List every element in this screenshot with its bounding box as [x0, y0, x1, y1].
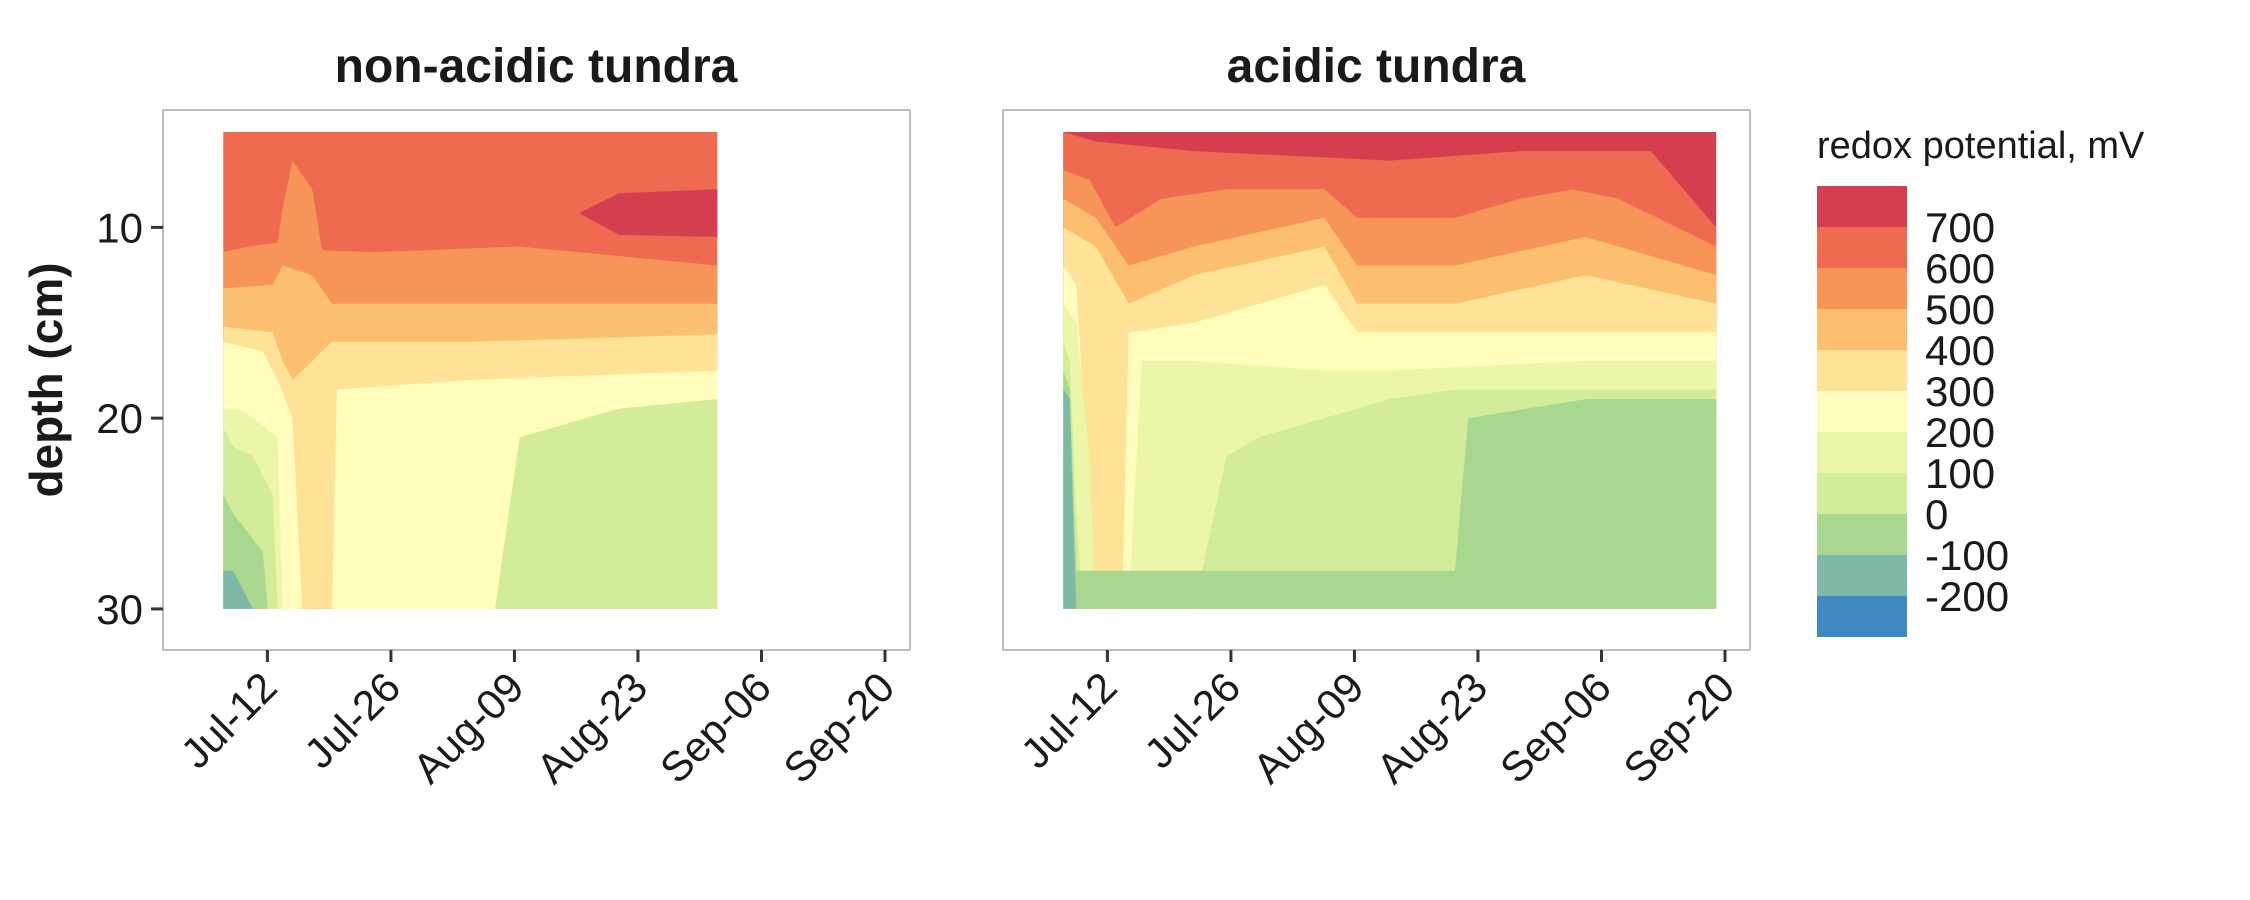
legend-label: -100: [1925, 532, 2009, 579]
x-tick-label: Aug-23: [1367, 663, 1496, 792]
legend-label: 200: [1925, 409, 1995, 456]
y-tick-label: 30: [96, 586, 143, 633]
panel-title: acidic tundra: [1227, 40, 1526, 93]
legend: redox potential, mV 70060050040030020010…: [1817, 125, 2145, 637]
panel-title: non-acidic tundra: [335, 40, 738, 93]
x-tick-label: Aug-09: [1244, 663, 1373, 792]
x-tick-label: Aug-09: [404, 663, 533, 792]
y-tick-label: 20: [96, 395, 143, 442]
legend-swatches: [1817, 186, 1907, 637]
panel-non-acidic-tundra: non-acidic tundra Jul-12 Jul-26Aug-09Aug-…: [96, 40, 911, 792]
legend-title: redox potential, mV: [1817, 125, 2145, 167]
redox-band: [223, 570, 253, 609]
x-tick-label: Sep-20: [774, 663, 903, 792]
x-tick-label: Aug-23: [527, 663, 656, 792]
legend-swatch: [1817, 596, 1907, 637]
x-tick-label: Jul-12: [172, 663, 286, 777]
x-tick-label: Sep-06: [1491, 663, 1620, 792]
x-tick-label: Sep-20: [1614, 663, 1743, 792]
x-tick-label: Jul-26: [295, 663, 409, 777]
legend-label: 500: [1925, 286, 1995, 333]
y-tick-label: 10: [96, 204, 143, 251]
legend-swatch: [1817, 432, 1907, 473]
legend-label: 700: [1925, 204, 1995, 251]
x-tick-label: Jul-26: [1135, 663, 1249, 777]
legend-label: 600: [1925, 245, 1995, 292]
legend-swatch: [1817, 268, 1907, 309]
legend-swatch: [1817, 473, 1907, 514]
legend-swatch: [1817, 514, 1907, 555]
legend-label: 100: [1925, 450, 1995, 497]
legend-label: 300: [1925, 368, 1995, 415]
legend-swatch: [1817, 555, 1907, 596]
y-axis-title: depth (cm): [20, 262, 72, 497]
legend-swatch: [1817, 227, 1907, 268]
redox-field: [1063, 132, 1717, 609]
legend-swatch: [1817, 350, 1907, 391]
redox-hotspot: [579, 189, 718, 237]
legend-swatch: [1817, 309, 1907, 350]
legend-label: 400: [1925, 327, 1995, 374]
legend-swatch: [1817, 391, 1907, 432]
legend-label: -200: [1925, 573, 2009, 620]
redox-band: [1063, 370, 1717, 609]
y-axis: 10 20 30: [96, 204, 163, 633]
x-tick-label: Jul-12: [1012, 663, 1126, 777]
panel-acidic-tundra: acidic tundra Jul-12 Jul-26Aug-09Aug-23Se…: [1002, 40, 1751, 792]
legend-swatch: [1817, 186, 1907, 227]
legend-label: 0: [1925, 491, 1948, 538]
redox-band: [223, 399, 718, 609]
redox-field: [223, 132, 718, 609]
x-tick-label: Sep-06: [651, 663, 780, 792]
redox-band: [1063, 389, 1077, 609]
